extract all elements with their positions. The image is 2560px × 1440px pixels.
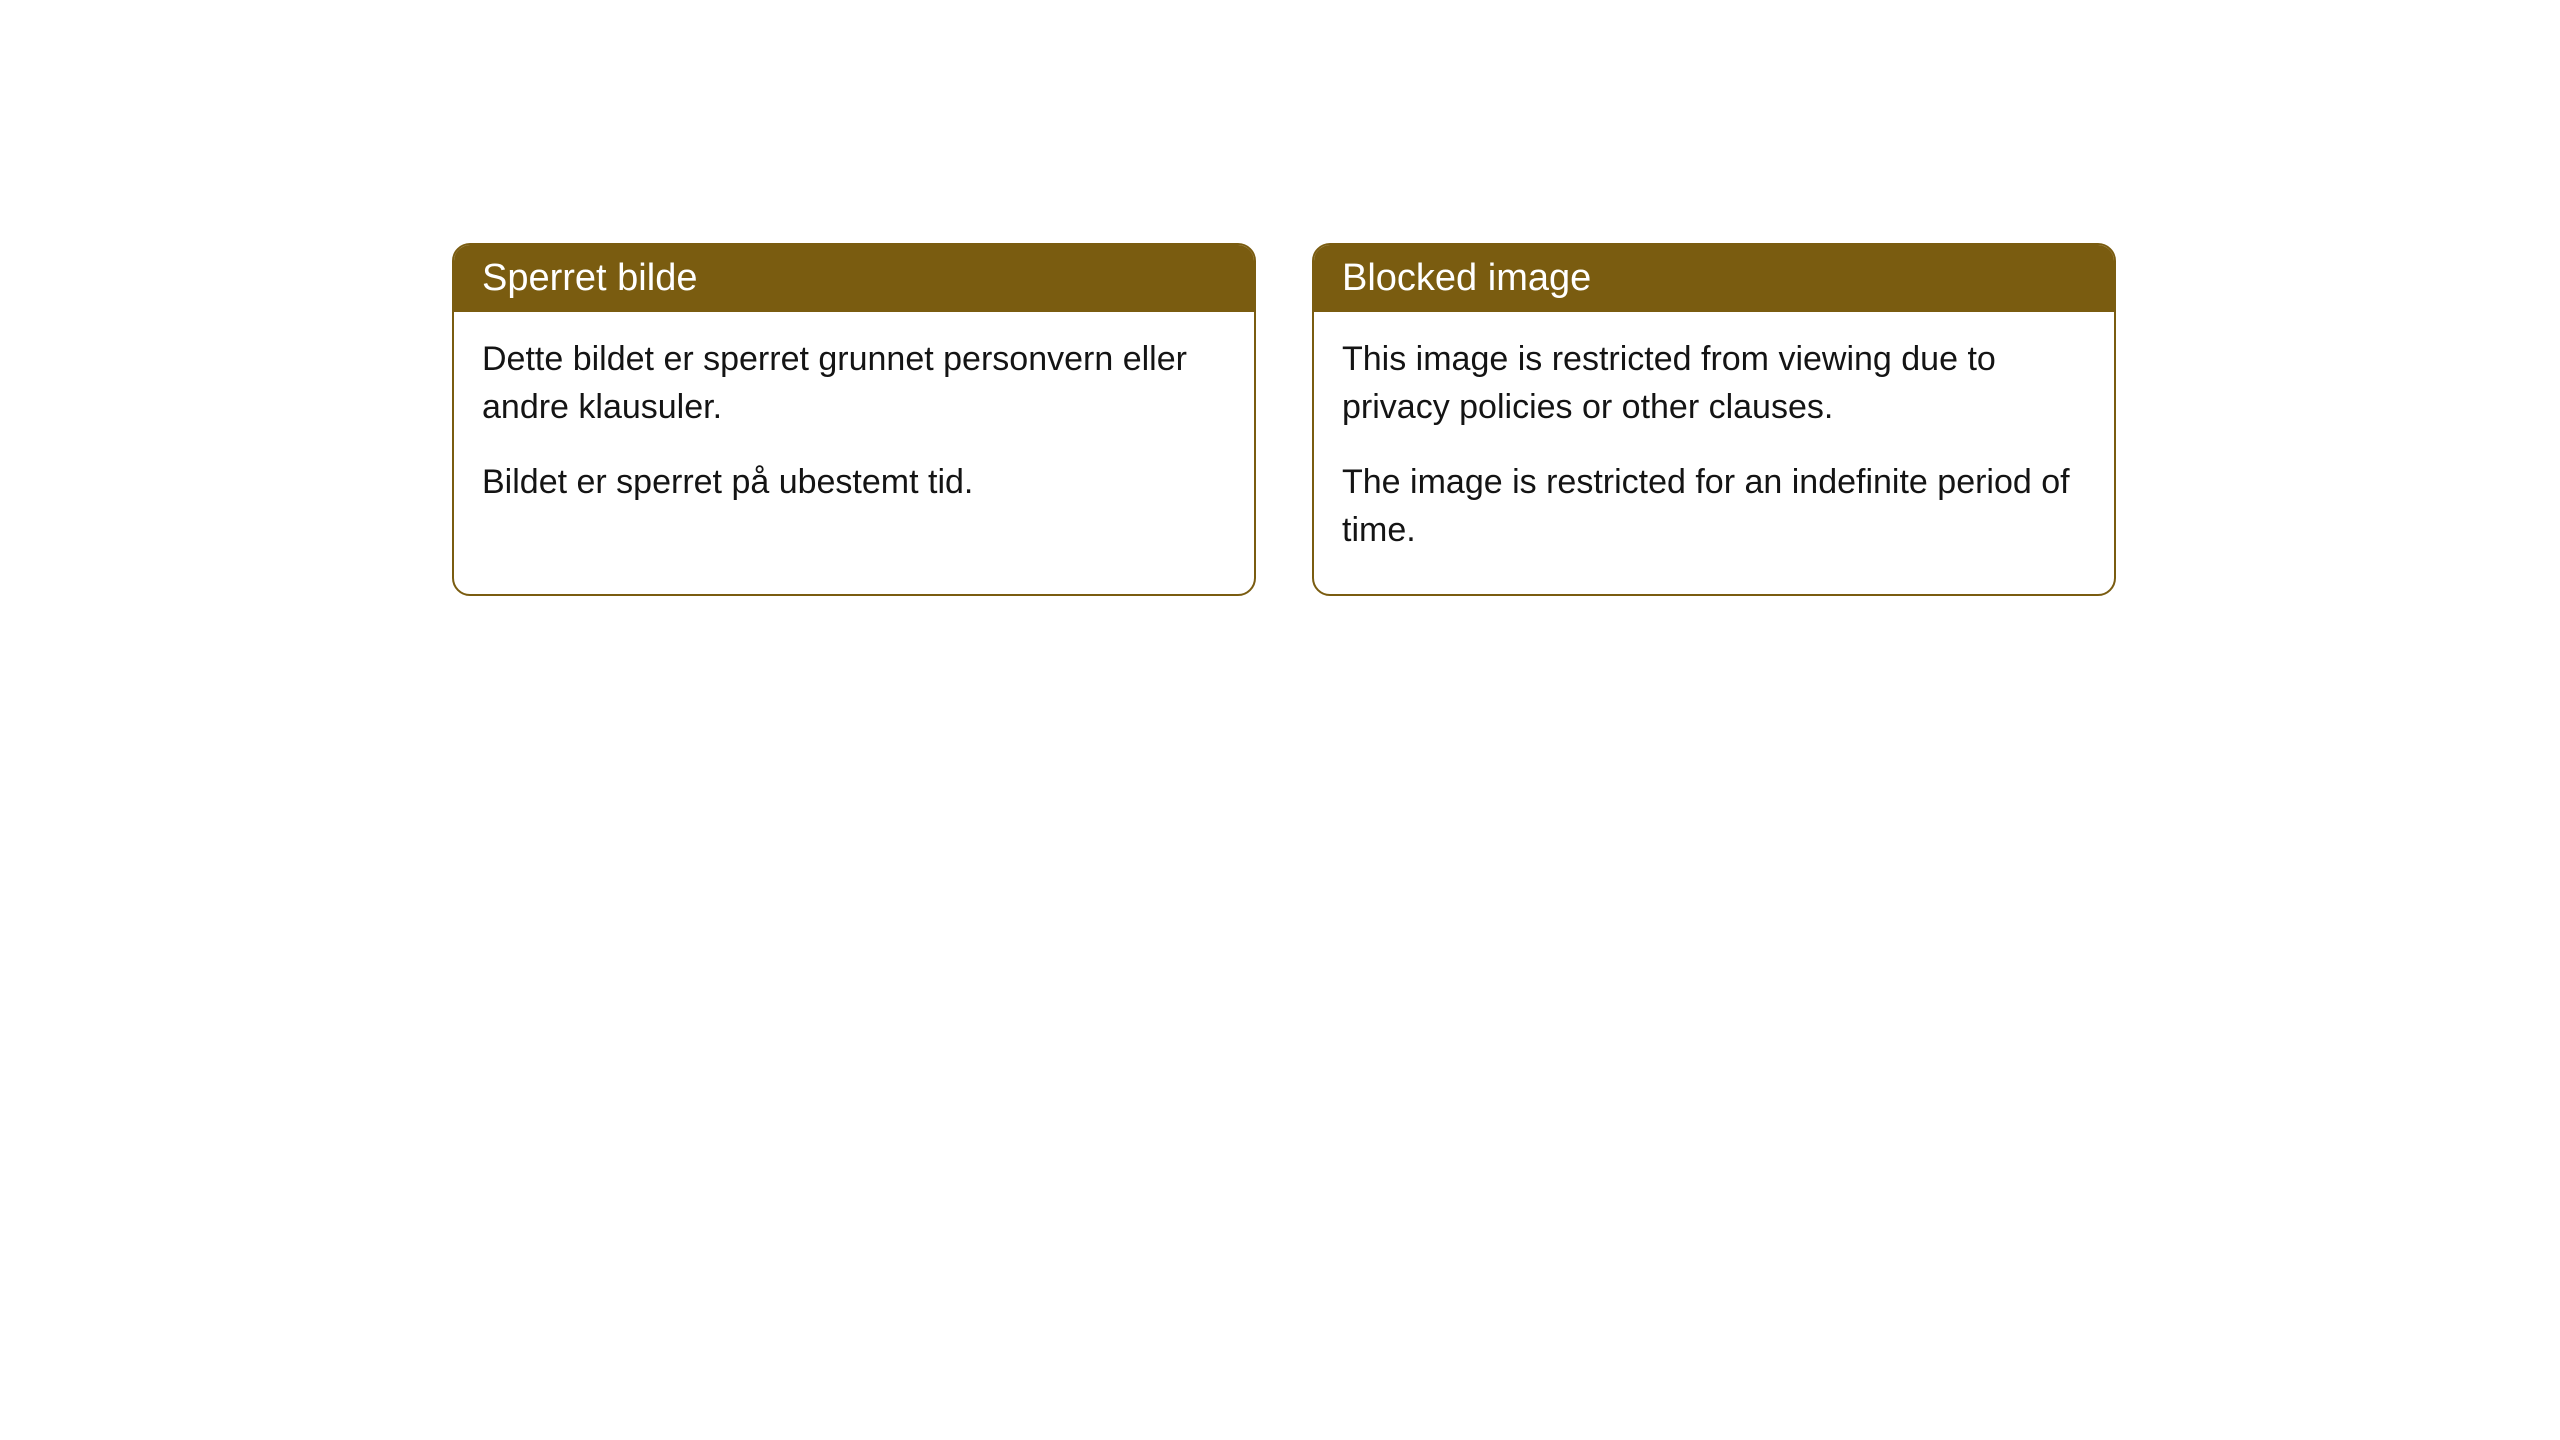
card-body: This image is restricted from viewing du… xyxy=(1314,312,2114,594)
card-title: Sperret bilde xyxy=(482,257,697,299)
card-header: Sperret bilde xyxy=(454,245,1254,312)
card-paragraph: Dette bildet er sperret grunnet personve… xyxy=(482,336,1226,431)
card-paragraph: The image is restricted for an indefinit… xyxy=(1342,459,2086,554)
notice-cards-container: Sperret bilde Dette bildet er sperret gr… xyxy=(452,243,2116,596)
notice-card-english: Blocked image This image is restricted f… xyxy=(1312,243,2116,596)
card-body: Dette bildet er sperret grunnet personve… xyxy=(454,312,1254,547)
card-header: Blocked image xyxy=(1314,245,2114,312)
card-title: Blocked image xyxy=(1342,257,1591,299)
notice-card-norwegian: Sperret bilde Dette bildet er sperret gr… xyxy=(452,243,1256,596)
card-paragraph: Bildet er sperret på ubestemt tid. xyxy=(482,459,1226,507)
card-paragraph: This image is restricted from viewing du… xyxy=(1342,336,2086,431)
